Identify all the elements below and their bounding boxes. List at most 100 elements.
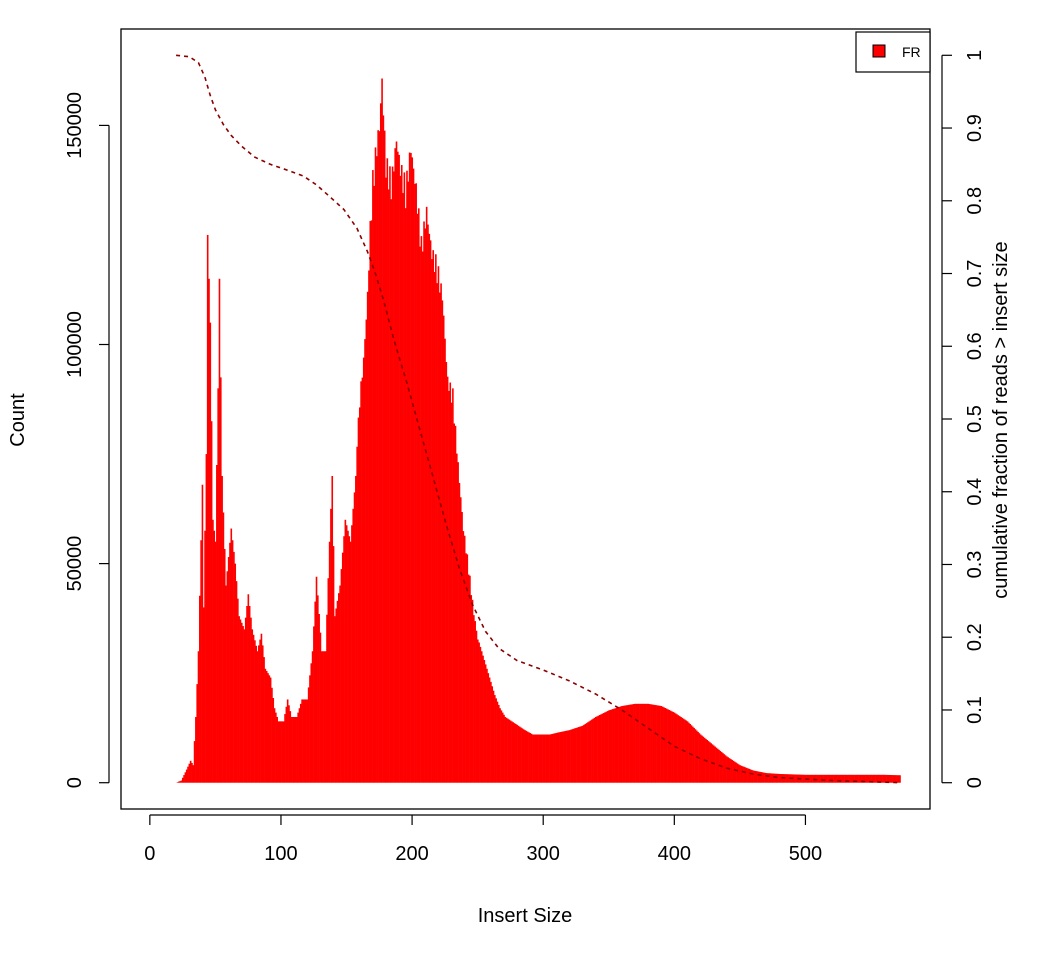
histogram-bar (699, 734, 702, 783)
histogram-bar (335, 608, 337, 783)
y2-tick-label: 0.3 (964, 551, 986, 579)
histogram-bar (597, 715, 600, 783)
histogram-bar (775, 773, 778, 783)
histogram-bar (821, 774, 824, 783)
histogram-bar (237, 598, 239, 783)
histogram-bar (357, 417, 360, 783)
histogram-bar (774, 773, 777, 783)
histogram-bar (815, 774, 817, 783)
histogram-bar (580, 726, 583, 783)
histogram-bar (365, 319, 368, 783)
histogram-bar (486, 668, 488, 783)
histogram-bar (269, 677, 272, 783)
histogram-bar (730, 759, 732, 783)
histogram-bar (575, 727, 577, 783)
histogram-bar (869, 774, 871, 783)
y-tick-label: 100000 (64, 311, 86, 378)
histogram-bar (251, 629, 254, 783)
histogram-bar (403, 172, 406, 783)
histogram-bar (661, 706, 664, 783)
histogram-bar (268, 675, 271, 783)
histogram-bar (825, 774, 828, 783)
histogram-bar (424, 228, 427, 783)
histogram-bar (188, 763, 191, 783)
histogram-bar (731, 759, 733, 783)
histogram-bar (339, 585, 341, 783)
histogram-bar (654, 704, 656, 783)
histogram-bar (863, 774, 866, 783)
histogram-bar (518, 726, 521, 783)
histogram-bar (420, 236, 423, 783)
histogram-bar (596, 716, 598, 783)
y2-tick-label: 0.6 (964, 332, 986, 360)
histogram-bar (227, 557, 230, 783)
histogram-bar (674, 713, 677, 783)
histogram-bar (212, 519, 214, 783)
histogram-bar (722, 753, 724, 783)
histogram-bar (715, 747, 718, 783)
histogram-bar (752, 770, 754, 783)
histogram-bar (606, 711, 609, 783)
histogram-bar (747, 768, 749, 783)
histogram-bar (473, 615, 475, 783)
histogram-bar (449, 382, 452, 783)
histogram-bar (386, 158, 389, 783)
histogram-bar (727, 757, 730, 783)
histogram-bar (377, 130, 379, 783)
histogram-bar (850, 774, 853, 783)
histogram-bar (594, 716, 597, 783)
y2-tick-label: 0.4 (964, 478, 986, 506)
histogram-bar (193, 741, 196, 783)
histogram-bar (398, 154, 400, 783)
histogram-bar (862, 774, 865, 783)
histogram-bar (824, 774, 827, 783)
histogram-bar (883, 774, 886, 783)
histogram-bar (482, 655, 484, 783)
histogram-bar (660, 706, 663, 783)
histogram-bar (385, 177, 387, 783)
histogram-bar (500, 710, 503, 783)
histogram-bar (179, 781, 181, 783)
histogram-bar (347, 530, 349, 783)
x-tick-label: 0 (144, 843, 155, 865)
y2-tick-label: 0 (964, 777, 986, 788)
histogram-bar (751, 769, 753, 783)
histogram-bar (293, 716, 296, 783)
histogram-bar (562, 731, 564, 783)
histogram-bar (389, 166, 391, 783)
histogram-bar (271, 687, 273, 783)
histogram-bar (505, 717, 508, 783)
histogram-bar (688, 722, 690, 783)
histogram-bar (865, 774, 867, 783)
histogram-bar (838, 774, 841, 783)
histogram-bar (263, 657, 265, 783)
y2-tick-label: 0.1 (964, 696, 986, 724)
histogram-bar (360, 381, 362, 783)
histogram-bar (733, 761, 736, 783)
histogram-bar (550, 734, 553, 783)
histogram-bar (834, 774, 837, 783)
histogram-bar (543, 734, 546, 783)
histogram-bar (517, 725, 520, 783)
histogram-bar (621, 706, 623, 783)
histogram-bar (890, 775, 892, 783)
histogram-bar (209, 322, 212, 783)
histogram-bar (664, 707, 667, 783)
histogram-bar (837, 774, 840, 783)
histogram-bar (458, 482, 461, 783)
histogram-bar (180, 780, 183, 783)
histogram-bar (379, 103, 382, 783)
histogram-bar (191, 762, 193, 783)
histogram-bar (609, 709, 612, 783)
histogram-bar (547, 734, 550, 783)
histogram-bar (216, 465, 218, 783)
x-axis: 0 100 200 300 400 500 (144, 814, 822, 865)
histogram-bar (457, 462, 459, 783)
legend: FR (855, 31, 931, 73)
histogram-bar (849, 774, 851, 783)
histogram-bar (627, 704, 630, 783)
histogram-bar (219, 377, 222, 783)
histogram-bar (496, 701, 499, 783)
histogram-bar (184, 772, 187, 783)
